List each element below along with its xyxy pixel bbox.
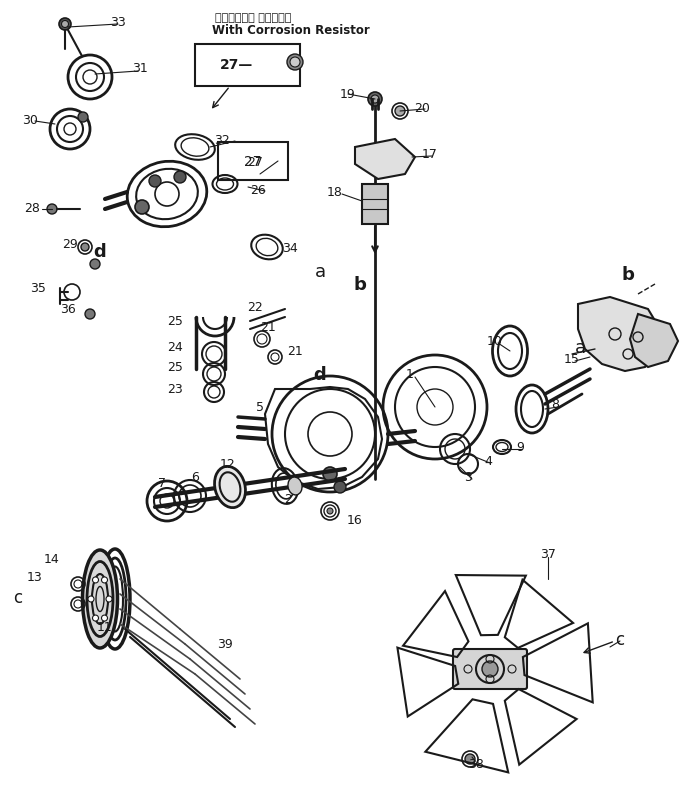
Text: 39: 39 <box>217 638 233 650</box>
Text: 25: 25 <box>167 315 183 328</box>
Circle shape <box>85 310 95 320</box>
Text: b: b <box>354 276 366 294</box>
Text: a: a <box>575 338 586 357</box>
Text: 29: 29 <box>62 238 78 251</box>
Text: 9: 9 <box>516 441 524 454</box>
Circle shape <box>371 96 379 104</box>
Text: 34: 34 <box>282 241 298 254</box>
Text: コロージョン レジスタ付: コロージョン レジスタ付 <box>215 13 291 23</box>
Text: 20: 20 <box>414 101 430 115</box>
Polygon shape <box>578 298 660 371</box>
Text: 23: 23 <box>167 383 183 396</box>
Text: d: d <box>94 243 106 261</box>
Circle shape <box>287 55 303 71</box>
Text: 37: 37 <box>540 548 556 561</box>
Circle shape <box>92 615 99 622</box>
Bar <box>195 45 300 87</box>
Circle shape <box>135 200 149 215</box>
Text: 21: 21 <box>287 345 303 358</box>
Text: 10: 10 <box>487 335 503 348</box>
Circle shape <box>92 577 99 583</box>
Circle shape <box>334 481 346 493</box>
Text: 4: 4 <box>484 455 492 468</box>
Text: 5: 5 <box>256 401 264 414</box>
Text: c: c <box>13 588 22 606</box>
Text: 8: 8 <box>551 398 559 411</box>
Text: 33: 33 <box>110 15 126 28</box>
Text: c: c <box>615 630 624 648</box>
Text: 28: 28 <box>24 201 40 214</box>
Text: d: d <box>314 366 326 383</box>
Circle shape <box>106 596 112 602</box>
Text: 16: 16 <box>347 512 363 526</box>
Text: 26: 26 <box>250 184 266 196</box>
Polygon shape <box>355 140 415 180</box>
Text: 30: 30 <box>22 113 38 127</box>
Circle shape <box>290 58 300 68</box>
Text: 32: 32 <box>214 133 230 146</box>
Text: 18: 18 <box>327 185 343 198</box>
Circle shape <box>482 661 498 677</box>
Text: With Corrosion Resistor: With Corrosion Resistor <box>212 23 370 36</box>
Circle shape <box>59 19 71 31</box>
Circle shape <box>149 176 161 188</box>
Text: 21: 21 <box>260 321 276 334</box>
Circle shape <box>90 260 100 269</box>
Circle shape <box>81 244 89 252</box>
Bar <box>362 184 388 225</box>
Text: 2: 2 <box>284 493 292 506</box>
Bar <box>218 143 288 180</box>
Text: 24: 24 <box>167 341 183 354</box>
Text: 15: 15 <box>564 353 580 366</box>
Text: 27: 27 <box>247 156 263 168</box>
Circle shape <box>88 596 94 602</box>
Polygon shape <box>630 314 678 367</box>
Text: 27—: 27— <box>220 58 253 72</box>
Circle shape <box>323 468 337 481</box>
Circle shape <box>102 577 108 583</box>
Circle shape <box>102 615 108 622</box>
Circle shape <box>78 113 88 123</box>
Circle shape <box>465 754 475 764</box>
Ellipse shape <box>288 477 302 496</box>
Text: 38: 38 <box>468 758 484 771</box>
Ellipse shape <box>83 550 118 648</box>
Text: b: b <box>622 265 634 284</box>
Text: 14: 14 <box>44 553 60 565</box>
Text: 7: 7 <box>158 477 166 490</box>
Text: 1: 1 <box>406 368 414 381</box>
Circle shape <box>174 172 186 184</box>
Text: a: a <box>314 263 326 281</box>
Ellipse shape <box>214 467 246 508</box>
Circle shape <box>62 22 69 28</box>
Circle shape <box>395 107 405 117</box>
Text: 17: 17 <box>422 148 438 161</box>
Text: 36: 36 <box>60 303 76 316</box>
Text: 13: 13 <box>27 571 43 584</box>
Text: 12: 12 <box>220 458 236 471</box>
Text: 19: 19 <box>340 88 356 101</box>
Text: 25: 25 <box>167 361 183 374</box>
Text: 6: 6 <box>191 471 199 484</box>
Circle shape <box>47 205 57 215</box>
FancyBboxPatch shape <box>453 649 527 689</box>
Text: 22: 22 <box>247 301 263 314</box>
Text: 3: 3 <box>464 471 472 484</box>
Text: 11: 11 <box>97 621 113 634</box>
Text: 27: 27 <box>244 155 262 168</box>
Circle shape <box>368 93 382 107</box>
Text: 35: 35 <box>30 282 46 294</box>
Circle shape <box>327 508 333 514</box>
Text: 31: 31 <box>132 62 148 75</box>
